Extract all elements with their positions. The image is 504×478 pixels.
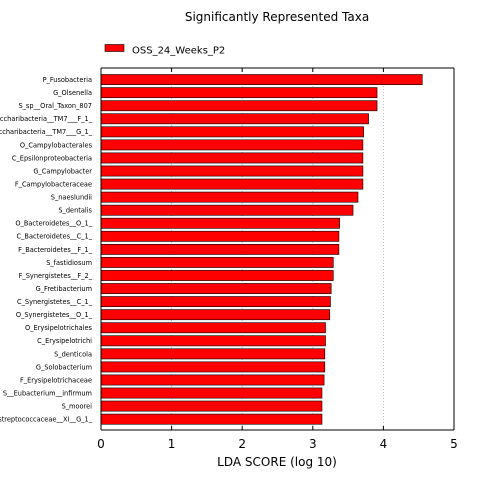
category-label: O_Campylobacterales xyxy=(20,141,93,149)
category-label: F_Peptostreptococcaceae__XI__G_1_ xyxy=(0,416,93,424)
bar-C_Synergistetes__C_1_ xyxy=(100,296,331,308)
x-tick-label: 5 xyxy=(450,437,458,451)
category-label: C_Synergistetes__C_1_ xyxy=(17,298,93,306)
bar-F_Saccharibacteria__TM7___G_1_ xyxy=(100,126,364,138)
bar-G_Campylobacter xyxy=(100,165,364,177)
category-label: S_fastidiosum xyxy=(46,259,92,267)
bar-G_Solobacterium xyxy=(100,361,326,373)
category-label: F_Erysipelotrichaceae xyxy=(20,376,92,384)
bar-S_sp__Oral_Taxon_807 xyxy=(100,100,378,112)
category-label: G_Campylobacter xyxy=(33,167,92,175)
category-label: S__Eubacterium__infirmum xyxy=(3,389,92,397)
bar-F_Synergistetes__F_2_ xyxy=(100,270,334,281)
category-label: S_dentalis xyxy=(58,207,92,215)
category-label: C_Erysipelotrichi xyxy=(37,337,92,345)
x-tick-label: 0 xyxy=(97,437,105,451)
x-tick-label: 1 xyxy=(168,437,176,451)
category-label: G_Fretibacterium xyxy=(36,285,92,293)
bar-S__Eubacterium__infirmum xyxy=(100,387,323,399)
bar-F_Peptostreptococcaceae__XI__G_1_ xyxy=(100,413,323,425)
category-label: O_Synergistetes__O_1_ xyxy=(16,311,93,319)
category-label: G_Solobacterium xyxy=(36,363,92,371)
category-label: O_Erysipelotrichales xyxy=(25,324,93,332)
bar-O_Erysipelotrichales xyxy=(100,322,326,334)
bar-P_Fusobacteria xyxy=(100,74,423,85)
bar-G_Saccharibacteria__TM7___F_1_ xyxy=(100,113,369,125)
category-label: O_Bacteroidetes__O_1_ xyxy=(15,220,92,228)
legend: OSS_24_Weeks_P2 xyxy=(104,44,225,57)
bar-S_fastidiosum xyxy=(100,257,334,268)
x-tick-label: 2 xyxy=(238,437,246,451)
category-label: S_moorei xyxy=(62,403,93,411)
bar-S_naeslundii xyxy=(100,191,359,203)
chart-title: Significantly Represented Taxa xyxy=(185,10,369,24)
category-label: S_naeslundii xyxy=(51,194,92,202)
bar-F_Campylobacteraceae xyxy=(100,178,364,190)
bar-S_moorei xyxy=(100,400,323,412)
category-label: F_Campylobacteraceae xyxy=(15,180,92,188)
category-label: S_sp__Oral_Taxon_807 xyxy=(18,102,92,110)
bar-G_Fretibacterium xyxy=(100,283,332,294)
bar-F_Erysipelotrichaceae xyxy=(100,374,325,386)
bar-O_Bacteroidetes__O_1_ xyxy=(100,217,340,229)
legend-label-oss-24-weeks-p2: OSS_24_Weeks_P2 xyxy=(132,46,225,57)
bar-O_Campylobacterales xyxy=(100,139,364,151)
bar-F_Bacteroidetes__F_1_ xyxy=(100,243,340,255)
bar-C_Bacteroidetes__C_1_ xyxy=(100,230,340,242)
category-label: C_Epsilonproteobacteria xyxy=(12,154,92,162)
category-label: S_denticola xyxy=(54,350,92,358)
category-label: F_Saccharibacteria__TM7___G_1_ xyxy=(0,128,93,136)
category-label: C_Bacteroidetes__C_1_ xyxy=(17,233,93,241)
bar-G_Olsenella xyxy=(100,87,378,99)
bar-O_Synergistetes__O_1_ xyxy=(100,309,331,321)
category-label: G_Olsenella xyxy=(53,89,92,97)
plot-area: P_Fusobacteria G_Olsenella S_sp__Oral_Taxo… xyxy=(0,67,458,451)
x-tick-label: 3 xyxy=(309,437,317,451)
category-label: P_Fusobacteria xyxy=(43,76,92,84)
bar-S_denticola xyxy=(100,348,326,360)
x-tick-label: 4 xyxy=(380,437,388,451)
category-label: F_Synergistetes__F_2_ xyxy=(19,272,93,280)
legend-swatch xyxy=(104,44,125,52)
bar-S_dentalis xyxy=(100,204,354,216)
bar-C_Erysipelotrichi xyxy=(100,335,326,347)
category-label: G_Saccharibacteria__TM7___F_1_ xyxy=(0,115,93,123)
category-label: F_Bacteroidetes__F_1_ xyxy=(18,246,93,254)
x-axis-label: LDA SCORE (log 10) xyxy=(217,455,337,469)
bar-C_Epsilonproteobacteria xyxy=(100,152,364,164)
